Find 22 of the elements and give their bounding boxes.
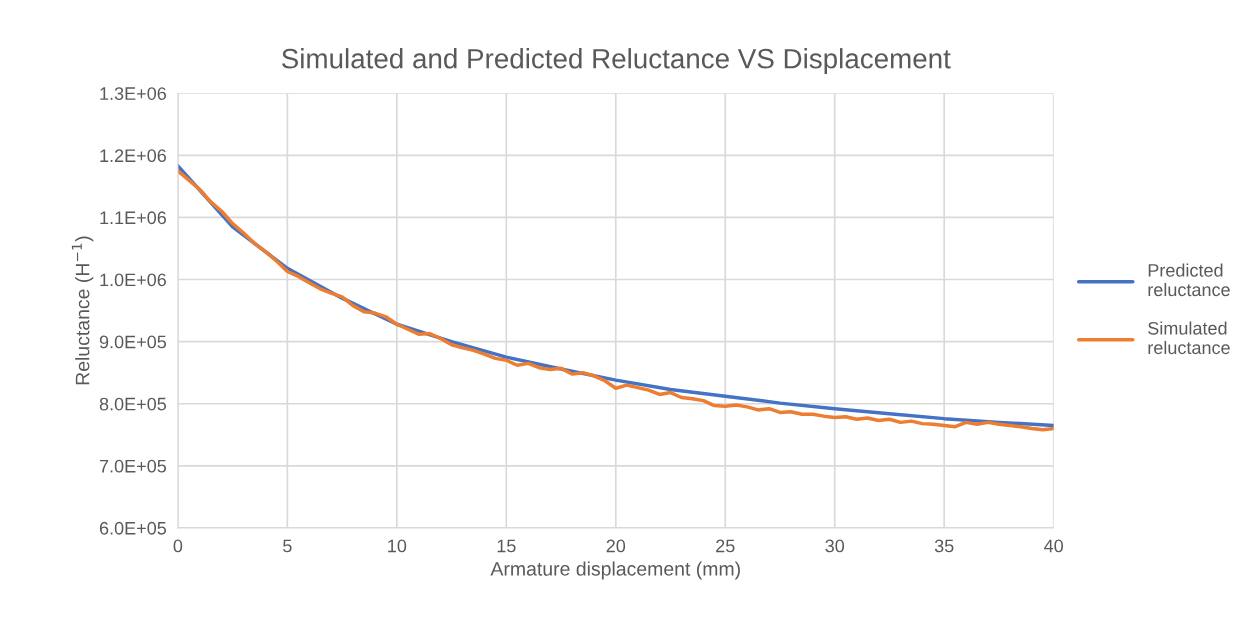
x-tick-label: 30: [825, 539, 845, 553]
y-tick-label: 1.1E+06: [100, 211, 166, 225]
x-tick-label: 15: [497, 539, 516, 553]
y-tick-label: 8.0E+05: [99, 397, 167, 411]
x-tick-label: 35: [934, 539, 954, 553]
y-tick-label: 1.0E+06: [100, 273, 166, 287]
x-tick-label: 20: [606, 539, 626, 553]
chart-title: Simulated and Predicted Reluctance VS Displacement: [282, 48, 951, 74]
x-tick-label: 0: [173, 539, 183, 553]
legend-label: Simulated reluctance: [1148, 321, 1230, 355]
x-tick-label: 25: [716, 539, 735, 553]
x-axis-title: Armature displacement (mm): [490, 561, 740, 580]
y-tick-label: 6.0E+05: [99, 521, 167, 535]
legend-label: Predicted reluctance: [1148, 263, 1230, 297]
y-axis-title: Reluctance (H$^{−1}$): [71, 236, 94, 385]
y-tick-label: 1.3E+06: [100, 87, 166, 100]
y-tick-label: 7.0E+05: [99, 459, 167, 473]
x-tick-label: 40: [1044, 539, 1063, 553]
x-tick-label: 5: [283, 539, 292, 553]
y-tick-label: 9.0E+05: [99, 335, 167, 349]
y-tick-label: 1.2E+06: [100, 149, 166, 163]
x-tick-label: 10: [388, 539, 407, 553]
